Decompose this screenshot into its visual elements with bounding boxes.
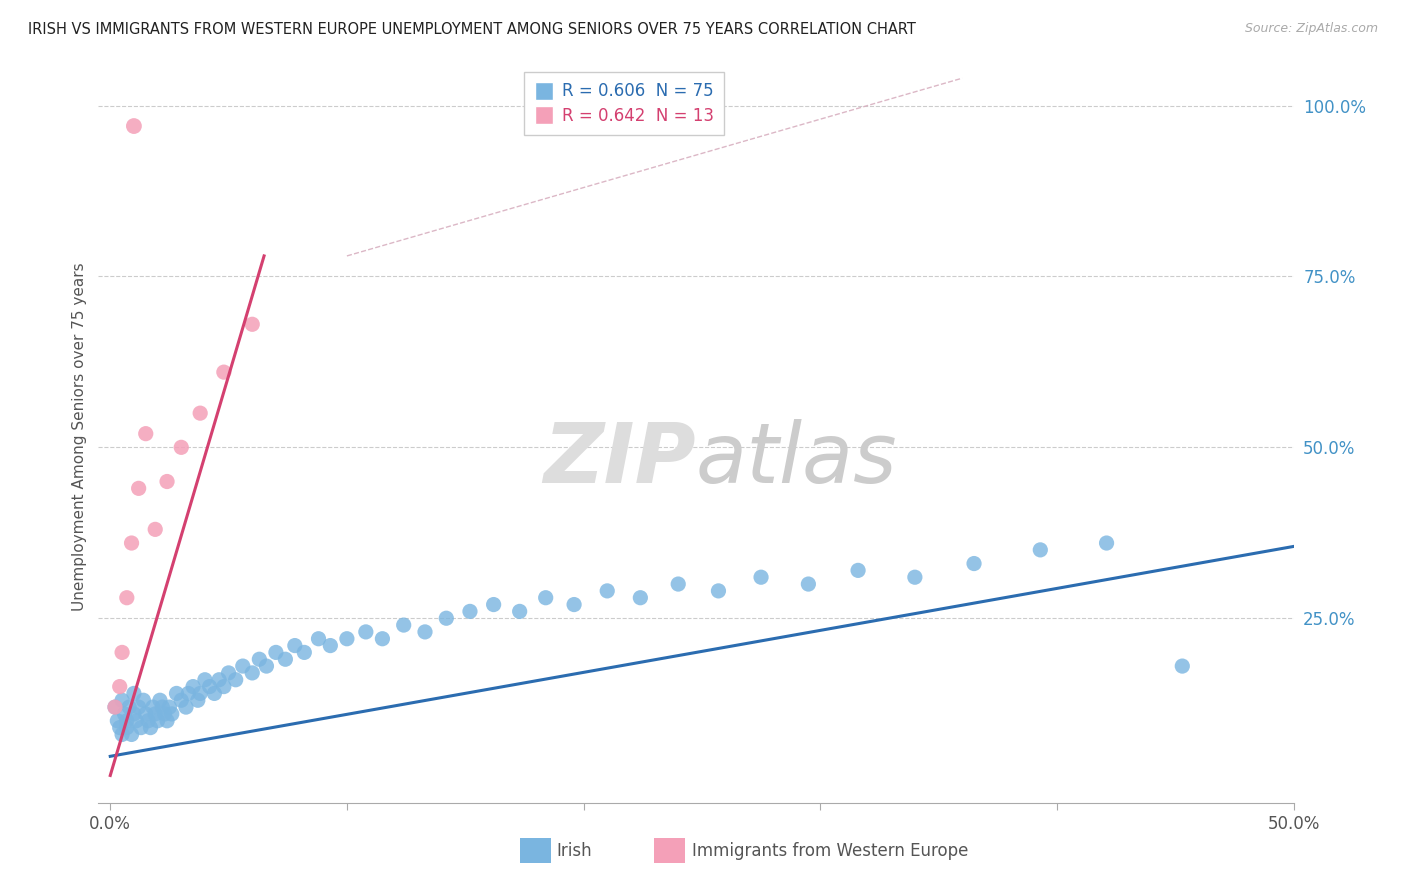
Point bbox=[482, 598, 505, 612]
Point bbox=[166, 686, 188, 700]
Point bbox=[108, 721, 131, 735]
Point bbox=[202, 686, 225, 700]
Point bbox=[188, 406, 211, 420]
Point bbox=[212, 680, 235, 694]
Point bbox=[240, 665, 263, 680]
Point bbox=[413, 624, 436, 639]
Point bbox=[149, 693, 172, 707]
Point bbox=[336, 632, 359, 646]
Point bbox=[136, 714, 159, 728]
Point bbox=[111, 727, 134, 741]
Point bbox=[232, 659, 254, 673]
Text: atlas: atlas bbox=[696, 418, 897, 500]
Point bbox=[1095, 536, 1118, 550]
Point bbox=[122, 119, 145, 133]
Text: Source: ZipAtlas.com: Source: ZipAtlas.com bbox=[1244, 22, 1378, 36]
Point bbox=[319, 639, 342, 653]
Point bbox=[225, 673, 247, 687]
Point bbox=[150, 700, 173, 714]
Point bbox=[139, 721, 162, 735]
Point bbox=[1171, 659, 1194, 673]
Point bbox=[146, 714, 169, 728]
Point bbox=[181, 680, 204, 694]
Point bbox=[208, 673, 231, 687]
Point bbox=[108, 680, 131, 694]
Point bbox=[115, 721, 138, 735]
Point bbox=[1029, 542, 1052, 557]
Point bbox=[596, 583, 619, 598]
Point bbox=[264, 645, 287, 659]
Point bbox=[104, 700, 127, 714]
Point bbox=[174, 700, 197, 714]
Point bbox=[904, 570, 927, 584]
Point bbox=[534, 591, 557, 605]
Point bbox=[129, 721, 152, 735]
Point bbox=[284, 639, 307, 653]
Point bbox=[458, 604, 481, 618]
Point bbox=[188, 686, 211, 700]
Point bbox=[846, 563, 869, 577]
Point bbox=[135, 426, 157, 441]
Point bbox=[115, 591, 138, 605]
Point bbox=[707, 583, 730, 598]
Point bbox=[156, 475, 179, 489]
Point bbox=[156, 714, 179, 728]
Point bbox=[118, 700, 141, 714]
Point bbox=[797, 577, 820, 591]
Point bbox=[170, 693, 193, 707]
Point bbox=[963, 557, 986, 571]
Text: ZIP: ZIP bbox=[543, 418, 696, 500]
Point bbox=[115, 714, 138, 728]
Point bbox=[371, 632, 394, 646]
Point bbox=[212, 365, 235, 379]
Point bbox=[128, 700, 150, 714]
Point bbox=[122, 706, 145, 721]
Legend: R = 0.606  N = 75, R = 0.642  N = 13: R = 0.606 N = 75, R = 0.642 N = 13 bbox=[524, 72, 724, 135]
Point bbox=[121, 727, 143, 741]
Point bbox=[111, 645, 134, 659]
Point bbox=[135, 706, 157, 721]
Point bbox=[114, 706, 136, 721]
Text: Immigrants from Western Europe: Immigrants from Western Europe bbox=[692, 842, 969, 860]
Point bbox=[160, 706, 183, 721]
Point bbox=[122, 686, 145, 700]
Point bbox=[132, 693, 155, 707]
Point bbox=[125, 714, 148, 728]
Point bbox=[143, 522, 166, 536]
Point bbox=[509, 604, 531, 618]
Point bbox=[105, 714, 128, 728]
Point bbox=[143, 706, 166, 721]
Point bbox=[218, 665, 240, 680]
Point bbox=[142, 700, 165, 714]
Point bbox=[274, 652, 297, 666]
Point bbox=[111, 693, 134, 707]
Point bbox=[562, 598, 585, 612]
Point bbox=[749, 570, 772, 584]
Point bbox=[128, 481, 150, 495]
Point bbox=[247, 652, 270, 666]
Point bbox=[198, 680, 221, 694]
Point bbox=[240, 318, 263, 332]
Point bbox=[153, 706, 176, 721]
Point bbox=[170, 440, 193, 454]
Point bbox=[392, 618, 415, 632]
Point bbox=[628, 591, 651, 605]
Point bbox=[121, 536, 143, 550]
Point bbox=[308, 632, 330, 646]
Point bbox=[256, 659, 278, 673]
Point bbox=[666, 577, 689, 591]
Point bbox=[177, 686, 200, 700]
Point bbox=[434, 611, 457, 625]
Point bbox=[157, 700, 180, 714]
Point bbox=[194, 673, 217, 687]
Y-axis label: Unemployment Among Seniors over 75 years: Unemployment Among Seniors over 75 years bbox=[72, 263, 87, 611]
Text: Irish: Irish bbox=[557, 842, 592, 860]
Point bbox=[187, 693, 209, 707]
Point bbox=[292, 645, 315, 659]
Point bbox=[104, 700, 127, 714]
Point bbox=[354, 624, 377, 639]
Text: IRISH VS IMMIGRANTS FROM WESTERN EUROPE UNEMPLOYMENT AMONG SENIORS OVER 75 YEARS: IRISH VS IMMIGRANTS FROM WESTERN EUROPE … bbox=[28, 22, 915, 37]
